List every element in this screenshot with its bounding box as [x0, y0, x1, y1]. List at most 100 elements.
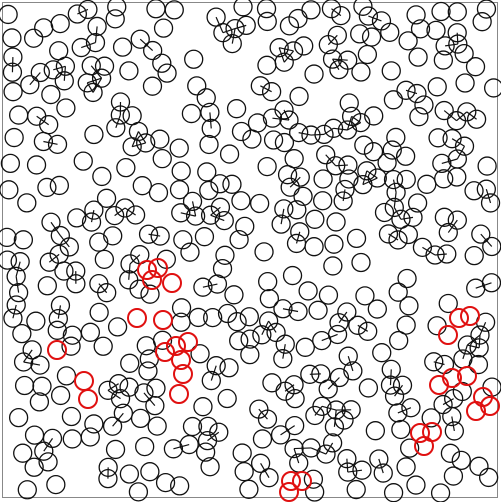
particle	[37, 177, 57, 198]
particle	[201, 118, 221, 139]
particle	[94, 249, 115, 270]
bond	[389, 369, 392, 386]
particle	[464, 245, 484, 266]
bond	[295, 231, 301, 244]
particle	[378, 224, 399, 244]
particle	[2, 28, 22, 48]
bond	[268, 320, 277, 333]
particle	[338, 462, 358, 482]
particle	[17, 193, 37, 213]
bond	[283, 50, 295, 63]
highlighted-particle	[410, 423, 430, 443]
particle	[41, 84, 61, 105]
bond	[456, 111, 468, 122]
particle	[448, 34, 468, 54]
particle	[383, 90, 404, 110]
particle	[434, 207, 455, 227]
bond	[393, 192, 397, 208]
bond	[325, 442, 334, 455]
particle	[239, 479, 259, 499]
particle	[47, 320, 67, 340]
particle	[399, 438, 420, 458]
particle	[258, 311, 279, 331]
particle	[386, 127, 406, 148]
bond	[137, 131, 147, 144]
particle	[234, 462, 254, 482]
particle	[3, 308, 23, 328]
particle	[61, 406, 82, 427]
particle	[263, 130, 284, 150]
highlighted-particle	[153, 310, 173, 330]
bond	[260, 85, 272, 93]
particle	[428, 128, 448, 148]
particle	[138, 361, 158, 381]
particle	[324, 234, 344, 254]
bond	[293, 448, 300, 464]
particle	[269, 38, 289, 58]
particle	[240, 329, 260, 349]
highlighted-particle	[142, 270, 162, 290]
particle	[333, 191, 353, 211]
particle	[327, 25, 347, 45]
particle	[444, 421, 464, 441]
particle	[469, 456, 489, 476]
particle	[442, 129, 462, 149]
particle	[295, 337, 315, 357]
highlighted-particle	[162, 273, 182, 293]
bond	[332, 58, 348, 61]
bond	[310, 447, 327, 455]
particle	[81, 212, 102, 232]
particle	[304, 64, 324, 84]
particle	[351, 112, 371, 133]
particle	[476, 0, 497, 19]
bond	[479, 322, 487, 336]
particle	[313, 169, 333, 189]
particle	[142, 76, 163, 96]
particle	[122, 137, 142, 157]
particle	[130, 408, 151, 429]
particle	[331, 5, 351, 26]
particle	[324, 417, 345, 437]
particle	[457, 102, 477, 122]
bond	[81, 42, 96, 49]
particle	[337, 449, 357, 469]
bond	[480, 233, 493, 247]
particle	[417, 174, 437, 194]
bond	[173, 443, 190, 450]
particle	[323, 118, 344, 138]
particle	[147, 416, 167, 436]
particle	[103, 226, 123, 246]
particle	[323, 256, 343, 276]
particle	[383, 169, 404, 190]
particle	[380, 22, 400, 42]
particle	[3, 82, 23, 102]
bond	[87, 77, 102, 84]
particle	[271, 214, 291, 234]
particle	[108, 374, 129, 394]
bond	[478, 335, 481, 348]
particle	[171, 203, 191, 223]
particle	[196, 88, 216, 108]
bond	[282, 344, 286, 359]
particle	[397, 268, 417, 289]
particle	[13, 230, 34, 250]
highlighted-particle	[173, 364, 193, 384]
particle	[312, 330, 332, 351]
particle	[67, 4, 87, 24]
particle	[39, 252, 59, 272]
particle	[0, 227, 17, 248]
particle	[225, 18, 245, 39]
particle	[61, 336, 81, 356]
particle	[97, 283, 117, 303]
particle	[431, 1, 451, 22]
particle	[136, 133, 156, 153]
particle	[259, 468, 279, 488]
particle	[285, 388, 305, 409]
particle	[454, 136, 475, 156]
bond	[57, 305, 62, 319]
particle	[284, 438, 304, 459]
bond	[400, 216, 414, 220]
particle	[321, 0, 342, 19]
highlighted-particle	[127, 308, 147, 328]
particle	[49, 244, 69, 264]
